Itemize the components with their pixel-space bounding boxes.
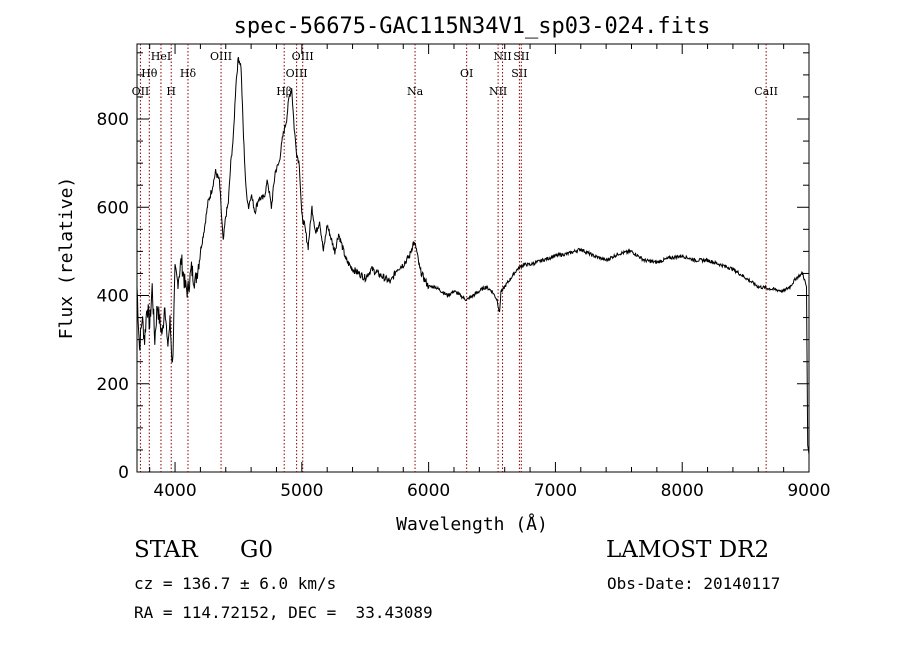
y-tick-label: 0 [118,463,129,483]
redshift-text: cz = 136.7 ± 6.0 km/s [134,574,337,593]
x-tick-label: 5000 [280,481,323,501]
spectral-line-label: OIII [286,67,308,80]
y-tick-label: 200 [97,375,129,395]
spectral-line-label: Hθ [141,67,158,80]
y-tick-label: 400 [97,287,129,307]
spectral-line-label: OIII [292,50,314,63]
x-tick-label: 9000 [787,481,830,501]
y-tick-label: 800 [97,110,129,130]
spectral-line-label: Hδ [180,67,197,80]
spectral-line-label: Na [407,85,424,98]
x-tick-label: 8000 [661,481,704,501]
spectral-line-label: NII [489,85,507,98]
spectral-line-label: SII [511,67,527,80]
spectral-line-label: SII [513,50,529,63]
x-axis-label: Wavelength (Å) [396,513,548,535]
spectral-line-label: OII [132,85,150,98]
survey-name: LAMOST DR2 [606,537,770,563]
y-tick-label: 600 [97,198,129,218]
spectral-line-label: H [166,85,176,98]
spectral-line-label: Hβ [276,85,292,98]
spectral-line-label: OI [460,67,473,80]
spectral-line-label: OIII [210,50,232,63]
spectrum-series-line [136,56,810,455]
x-tick-label: 7000 [534,481,577,501]
plot-frame [136,43,810,473]
spectral-line-label: CaII [754,85,778,98]
y-axis-label: Flux (relative) [56,177,77,340]
observation-date: Obs-Date: 20140117 [607,574,781,593]
spectral-line-markers: OIIHθHeIHHδOIIIHβOIIIOIIINaOINIINIISIISI… [132,44,778,472]
spectral-line-label: NII [493,50,511,63]
x-tick-label: 4000 [153,481,196,501]
object-class: STAR [134,537,198,563]
x-tick-label: 6000 [407,481,450,501]
axis-ticks: 4000 5000 6000 7000 8000 9000 0 200 400 600 800 [97,44,831,501]
chart-title: spec-56675-GAC115N34V1_sp03-024.fits [234,14,711,39]
object-subclass: G0 [240,537,274,563]
coordinates-text: RA = 114.72152, DEC = 33.43089 [134,603,433,622]
spectral-line-label: HeI [151,50,171,63]
